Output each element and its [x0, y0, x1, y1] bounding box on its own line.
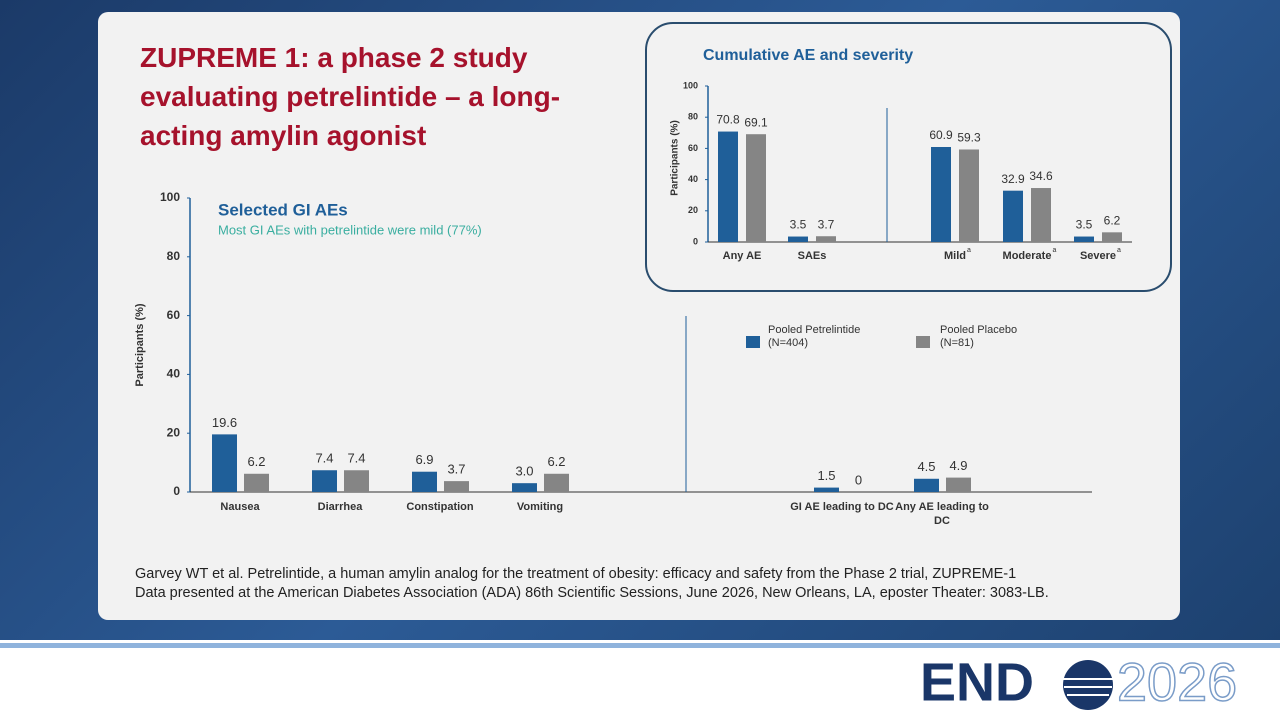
bar [544, 473, 569, 492]
bar [946, 477, 971, 492]
logo-globe [1063, 660, 1113, 710]
value-label: 7.4 [315, 451, 333, 466]
chart-title: Selected GI AEs [218, 200, 348, 219]
value-label: 6.2 [547, 454, 565, 469]
value-label: 32.9 [1001, 172, 1025, 186]
value-label: 3.7 [447, 462, 465, 477]
value-label: 3.5 [1076, 218, 1093, 232]
bar [718, 131, 738, 242]
bar [1102, 232, 1122, 242]
bar [931, 146, 951, 242]
bar [344, 470, 369, 492]
value-label: 3.7 [818, 217, 835, 231]
bar [814, 487, 839, 492]
chart-subtitle: Most GI AEs with petrelintide were mild … [218, 222, 482, 237]
value-label: 1.5 [817, 468, 835, 483]
y-tick-label: 80 [688, 112, 698, 122]
y-tick-label: 20 [167, 425, 181, 439]
bar [1003, 190, 1023, 242]
bar [444, 481, 469, 492]
value-label: 3.0 [515, 464, 533, 479]
y-tick-label: 80 [167, 249, 181, 263]
bar [959, 149, 979, 242]
x-tick-label: Any AE leading to DC [895, 501, 989, 527]
bar [816, 236, 836, 242]
card [98, 12, 1180, 620]
x-tick-label: GI AE leading to DC [790, 501, 894, 513]
value-label: 3.5 [790, 218, 807, 232]
x-tick-label: Nausea [220, 501, 260, 513]
value-label: 69.1 [744, 115, 768, 129]
stripe [0, 643, 1280, 648]
citation: Garvey WT et al. Petrelintide, a human a… [135, 566, 1017, 582]
footnote-marker: a [967, 247, 971, 254]
y-axis-label: Participants (%) [670, 120, 681, 196]
bar [244, 473, 269, 492]
slide-title: ZUPREME 1: a phase 2 study evaluating pe… [140, 42, 561, 151]
logo-right: 2026 [1117, 652, 1237, 712]
value-label: 59.3 [957, 131, 981, 145]
legend-label: Pooled Placebo (N=81) [940, 324, 1018, 349]
legend-swatch [746, 336, 760, 348]
x-tick-label: SAEs [798, 250, 827, 262]
logo-left: END [920, 652, 1034, 712]
footnote-marker: a [1117, 247, 1121, 254]
x-tick-label: Constipation [406, 501, 474, 513]
y-tick-label: 0 [693, 236, 698, 246]
value-label: 7.4 [347, 451, 365, 466]
value-label: 0 [855, 472, 862, 487]
bar [412, 471, 437, 492]
x-tick-label: Diarrhea [317, 501, 363, 513]
bar [788, 236, 808, 242]
y-tick-label: 40 [688, 174, 698, 184]
bar [512, 483, 537, 492]
y-tick-label: 60 [688, 143, 698, 153]
inset-frame [645, 22, 1172, 292]
bar [914, 478, 939, 492]
value-label: 34.6 [1029, 169, 1053, 183]
y-tick-label: 60 [167, 308, 181, 322]
x-tick-label: Severe [1080, 250, 1116, 262]
value-label: 6.2 [247, 454, 265, 469]
value-label: 60.9 [929, 128, 953, 142]
y-tick-label: 100 [160, 190, 180, 204]
legend-swatch [916, 336, 930, 348]
chart-title: Cumulative AE and severity [703, 47, 913, 64]
y-tick-label: 20 [688, 205, 698, 215]
y-tick-label: 0 [173, 484, 180, 498]
footnote-marker: a [1052, 247, 1056, 254]
x-tick-label: Moderate [1003, 250, 1052, 262]
y-axis-label: Participants (%) [134, 303, 146, 386]
value-label: 6.2 [1104, 213, 1121, 227]
bar [212, 434, 237, 492]
y-tick-label: 100 [683, 80, 698, 90]
value-label: 19.6 [212, 415, 237, 430]
bar [1074, 236, 1094, 242]
value-label: 4.9 [949, 458, 967, 473]
legend-label: Pooled Petrelintide (N=404) [768, 324, 861, 349]
value-label: 4.5 [917, 459, 935, 474]
value-label: 70.8 [716, 113, 740, 127]
bar [746, 134, 766, 242]
x-tick-label: Any AE [723, 250, 762, 262]
y-tick-label: 40 [167, 367, 181, 381]
bar [1031, 188, 1051, 242]
x-tick-label: Mild [944, 250, 966, 262]
citation: Data presented at the American Diabetes … [135, 585, 1049, 601]
value-label: 6.9 [415, 452, 433, 467]
bar [312, 470, 337, 492]
x-tick-label: Vomiting [516, 501, 564, 513]
